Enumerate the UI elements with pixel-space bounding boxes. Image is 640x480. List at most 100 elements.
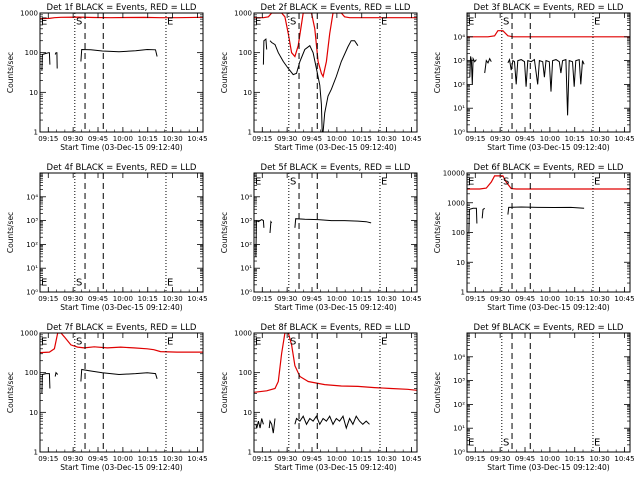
- panel-title: Det 5f BLACK = Events, RED = LLD: [261, 163, 411, 173]
- x-tick-label: 09:30: [490, 295, 510, 303]
- y-tick-label: 10: [243, 409, 252, 417]
- y-tick-label: 10: [29, 409, 38, 417]
- x-tick-label: 10:00: [327, 295, 347, 303]
- x-tick-label: 10:45: [614, 455, 634, 463]
- plot-frame: [466, 172, 631, 293]
- marker-label: E: [594, 177, 600, 188]
- marker-label: E: [255, 17, 261, 28]
- y-tick-label: 10⁴: [453, 33, 465, 41]
- marker-label: E: [468, 17, 474, 28]
- x-tick-label: 09:30: [490, 455, 510, 463]
- y-tick-label: 10²: [453, 401, 465, 409]
- marker-label: E: [381, 17, 387, 28]
- y-axis-label: Counts/sec: [6, 52, 15, 93]
- y-tick-label: 10⁴: [26, 193, 38, 201]
- y-tick-label: 10⁰: [26, 289, 38, 297]
- y-tick-label: 10⁰: [453, 129, 465, 137]
- y-tick-label: 10¹: [453, 105, 465, 113]
- events-series-line: [80, 368, 158, 382]
- y-tick-label: 100: [25, 369, 38, 377]
- marker-label: E: [255, 337, 261, 348]
- marker-label: S: [503, 177, 509, 188]
- lld-series-line: [467, 175, 630, 190]
- x-tick-label: 09:45: [88, 455, 108, 463]
- marker-label: E: [255, 177, 261, 188]
- marker-label: E: [381, 177, 387, 188]
- marker-label: S: [503, 438, 509, 449]
- events-series-line: [294, 218, 372, 228]
- x-tick-label: 09:45: [515, 295, 535, 303]
- y-tick-label: 1: [34, 129, 38, 137]
- y-tick-label: 10¹: [453, 425, 465, 433]
- plot-frame: [39, 12, 204, 133]
- panel-title: Det 8f BLACK = Events, RED = LLD: [261, 323, 411, 333]
- x-tick-label: 10:45: [401, 455, 421, 463]
- plot-frame: [253, 172, 418, 293]
- marker-label: S: [76, 17, 82, 28]
- marker-label: S: [76, 337, 82, 348]
- y-tick-label: 10: [456, 259, 465, 267]
- panel-title: Det 3f BLACK = Events, RED = LLD: [474, 3, 624, 13]
- plot-frame: [39, 172, 204, 293]
- x-axis-label: Start Time (03-Dec-15 09:12:40): [60, 463, 182, 472]
- marker-label: S: [290, 17, 296, 28]
- x-axis-label: Start Time (03-Dec-15 09:12:40): [60, 303, 182, 312]
- marker-label: E: [167, 337, 173, 348]
- events-series-line: [80, 48, 158, 62]
- events-series-line: [262, 38, 268, 65]
- marker-label: E: [468, 177, 474, 188]
- x-tick-label: 10:30: [163, 295, 183, 303]
- x-tick-label: 09:15: [252, 295, 272, 303]
- events-series-line: [507, 57, 585, 116]
- x-tick-label: 10:15: [138, 455, 158, 463]
- x-tick-label: 10:30: [377, 295, 397, 303]
- y-tick-label: 1000: [234, 330, 252, 338]
- x-tick-label: 09:15: [465, 295, 485, 303]
- y-tick-label: 10³: [453, 377, 465, 385]
- y-tick-label: 1000: [20, 10, 38, 18]
- events-series-line: [269, 220, 273, 234]
- x-tick-label: 09:15: [38, 135, 58, 143]
- x-tick-label: 09:45: [515, 455, 535, 463]
- marker-label: E: [594, 17, 600, 28]
- x-axis-label: Start Time (03-Dec-15 09:12:40): [487, 143, 609, 152]
- marker-label: E: [41, 337, 47, 348]
- x-tick-label: 10:15: [565, 455, 585, 463]
- y-tick-label: 10⁴: [453, 353, 465, 361]
- x-axis-label: Start Time (03-Dec-15 09:12:40): [60, 143, 182, 152]
- plot-frame: [466, 12, 631, 133]
- marker-label: E: [167, 278, 173, 289]
- x-tick-label: 10:00: [113, 135, 133, 143]
- y-axis-label: Counts/sec: [220, 52, 229, 93]
- x-tick-label: 10:00: [540, 455, 560, 463]
- panel-title: Det 1f BLACK = Events, RED = LLD: [47, 3, 197, 13]
- x-tick-label: 10:00: [113, 295, 133, 303]
- marker-label: E: [594, 438, 600, 449]
- y-axis-label: Counts/sec: [6, 372, 15, 413]
- y-tick-label: 10³: [453, 57, 465, 65]
- events-series-line: [481, 207, 485, 219]
- y-tick-label: 1: [248, 129, 252, 137]
- y-tick-label: 100: [239, 369, 252, 377]
- y-tick-label: 1000: [20, 330, 38, 338]
- x-tick-label: 09:15: [465, 455, 485, 463]
- x-axis-label: Start Time (03-Dec-15 09:12:40): [274, 463, 396, 472]
- y-tick-label: 10000: [443, 170, 465, 178]
- x-tick-label: 10:30: [163, 135, 183, 143]
- x-tick-label: 10:00: [327, 455, 347, 463]
- x-tick-label: 10:45: [401, 295, 421, 303]
- marker-label: S: [290, 177, 296, 188]
- lld-series-line: [254, 13, 417, 79]
- x-tick-label: 10:30: [590, 295, 610, 303]
- marker-label: S: [76, 278, 82, 289]
- x-tick-label: 10:15: [565, 135, 585, 143]
- plot-frame: [253, 12, 418, 133]
- x-tick-label: 10:15: [352, 455, 372, 463]
